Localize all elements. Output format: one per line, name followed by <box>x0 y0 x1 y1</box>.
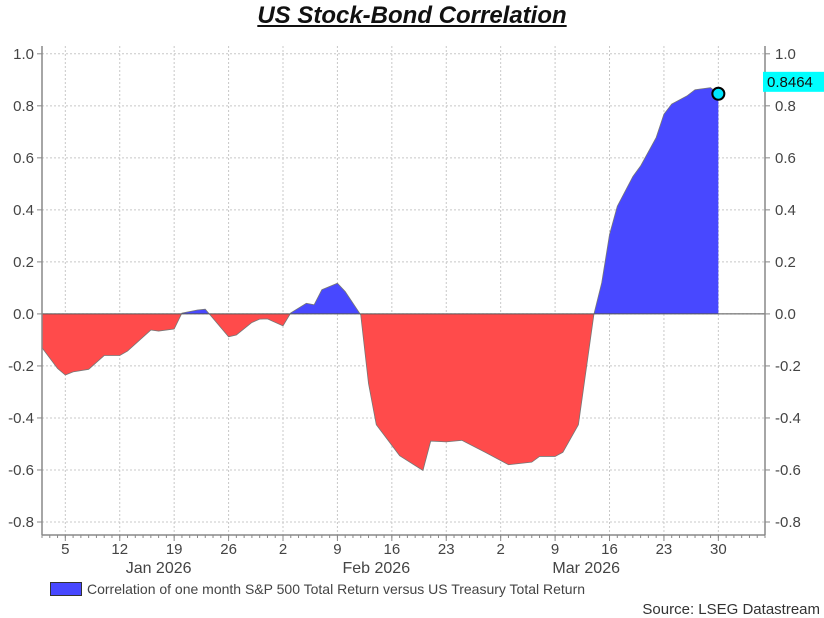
legend-swatch <box>50 582 82 596</box>
month-label: Jan 2026 <box>126 560 192 577</box>
data-point <box>616 205 619 208</box>
data-point <box>103 354 106 357</box>
data-point <box>64 374 67 377</box>
data-point <box>56 367 59 370</box>
data-point <box>126 350 129 353</box>
data-point <box>429 440 432 443</box>
chart-title: US Stock-Bond Correlation <box>257 2 567 29</box>
data-point <box>507 463 510 466</box>
data-point <box>87 368 90 371</box>
y-tick-label-left: -0.6 <box>8 462 34 479</box>
x-tick-label: 2 <box>279 541 287 558</box>
y-tick-label-left: 0.0 <box>13 306 34 323</box>
data-point <box>173 327 176 330</box>
data-point <box>250 321 253 324</box>
data-point <box>631 175 634 178</box>
data-point <box>227 335 230 338</box>
y-tick-label-right: 0.2 <box>775 254 796 271</box>
data-point <box>709 86 712 89</box>
y-tick-label-left: 0.6 <box>13 150 34 167</box>
month-label: Feb 2026 <box>342 560 410 577</box>
x-tick-label: 9 <box>551 541 559 558</box>
x-tick-label: 9 <box>333 541 341 558</box>
data-point <box>282 324 285 327</box>
y-tick-label-right: -0.4 <box>775 410 801 427</box>
data-point <box>305 302 308 305</box>
y-tick-label-right: 0.4 <box>775 202 796 219</box>
data-point <box>336 282 339 285</box>
data-point <box>204 308 207 311</box>
y-tick-label-right: 1.0 <box>775 46 796 63</box>
legend-label: Correlation of one month S&P 500 Total R… <box>87 581 586 597</box>
data-point <box>398 454 401 457</box>
data-point <box>266 317 269 320</box>
data-point <box>320 288 323 291</box>
data-point <box>118 354 121 357</box>
y-tick-label-left: 0.8 <box>13 98 34 115</box>
x-tick-label: 26 <box>220 541 237 558</box>
last-value-label: 0.8464 <box>767 74 813 91</box>
x-tick-label: 23 <box>438 541 455 558</box>
data-point <box>484 451 487 454</box>
x-tick-label: 16 <box>383 541 400 558</box>
x-tick-label: 12 <box>111 541 128 558</box>
data-point <box>258 318 261 321</box>
last-value-marker <box>711 86 726 101</box>
y-tick-label-right: -0.6 <box>775 462 801 479</box>
data-point <box>313 303 316 306</box>
x-tick-label: 30 <box>710 541 727 558</box>
x-tick-label: 23 <box>656 541 673 558</box>
data-point <box>212 317 215 320</box>
y-tick-label-left: -0.4 <box>8 410 34 427</box>
data-point <box>149 329 152 332</box>
data-point <box>445 440 448 443</box>
x-tick-label: 5 <box>61 541 69 558</box>
x-tick-label: 2 <box>497 541 505 558</box>
data-point <box>662 113 665 116</box>
series-line <box>41 87 719 472</box>
data-point <box>367 382 370 385</box>
data-point <box>686 94 689 97</box>
y-tick-label-left: 0.2 <box>13 254 34 271</box>
data-point <box>561 451 564 454</box>
x-tick-label: 19 <box>166 541 183 558</box>
data-point <box>670 103 673 106</box>
data-point <box>655 136 658 139</box>
y-tick-label-left: 1.0 <box>13 46 34 63</box>
data-point <box>460 439 463 442</box>
area-negative <box>42 313 719 471</box>
data-point <box>538 455 541 458</box>
y-tick-label-right: -0.8 <box>775 514 801 531</box>
y-tick-label-left: 0.4 <box>13 202 34 219</box>
data-point <box>694 88 697 91</box>
y-tick-label-right: 0.6 <box>775 150 796 167</box>
data-point <box>608 233 611 236</box>
y-tick-label-right: 0.0 <box>775 306 796 323</box>
data-point <box>577 423 580 426</box>
y-tick-label-left: -0.8 <box>8 514 34 531</box>
source-note: Source: LSEG Datastream <box>642 601 820 618</box>
data-point <box>235 333 238 336</box>
legend: Correlation of one month S&P 500 Total R… <box>50 581 585 597</box>
data-point <box>375 423 378 426</box>
data-point <box>639 164 642 167</box>
data-point <box>72 370 75 373</box>
data-point <box>600 281 603 284</box>
y-tick-label-left: -0.2 <box>8 358 34 375</box>
last-value-label-bg <box>763 71 824 92</box>
x-tick-label: 16 <box>601 541 618 558</box>
y-tick-label-right: -0.2 <box>775 358 801 375</box>
data-point <box>344 290 347 293</box>
data-point <box>421 469 424 472</box>
area-positive <box>181 87 719 314</box>
y-tick-label-right: 0.8 <box>775 98 796 115</box>
data-point <box>554 455 557 458</box>
data-point <box>196 309 199 312</box>
month-label: Mar 2026 <box>552 560 620 577</box>
data-point <box>530 461 533 464</box>
data-point <box>157 330 160 333</box>
